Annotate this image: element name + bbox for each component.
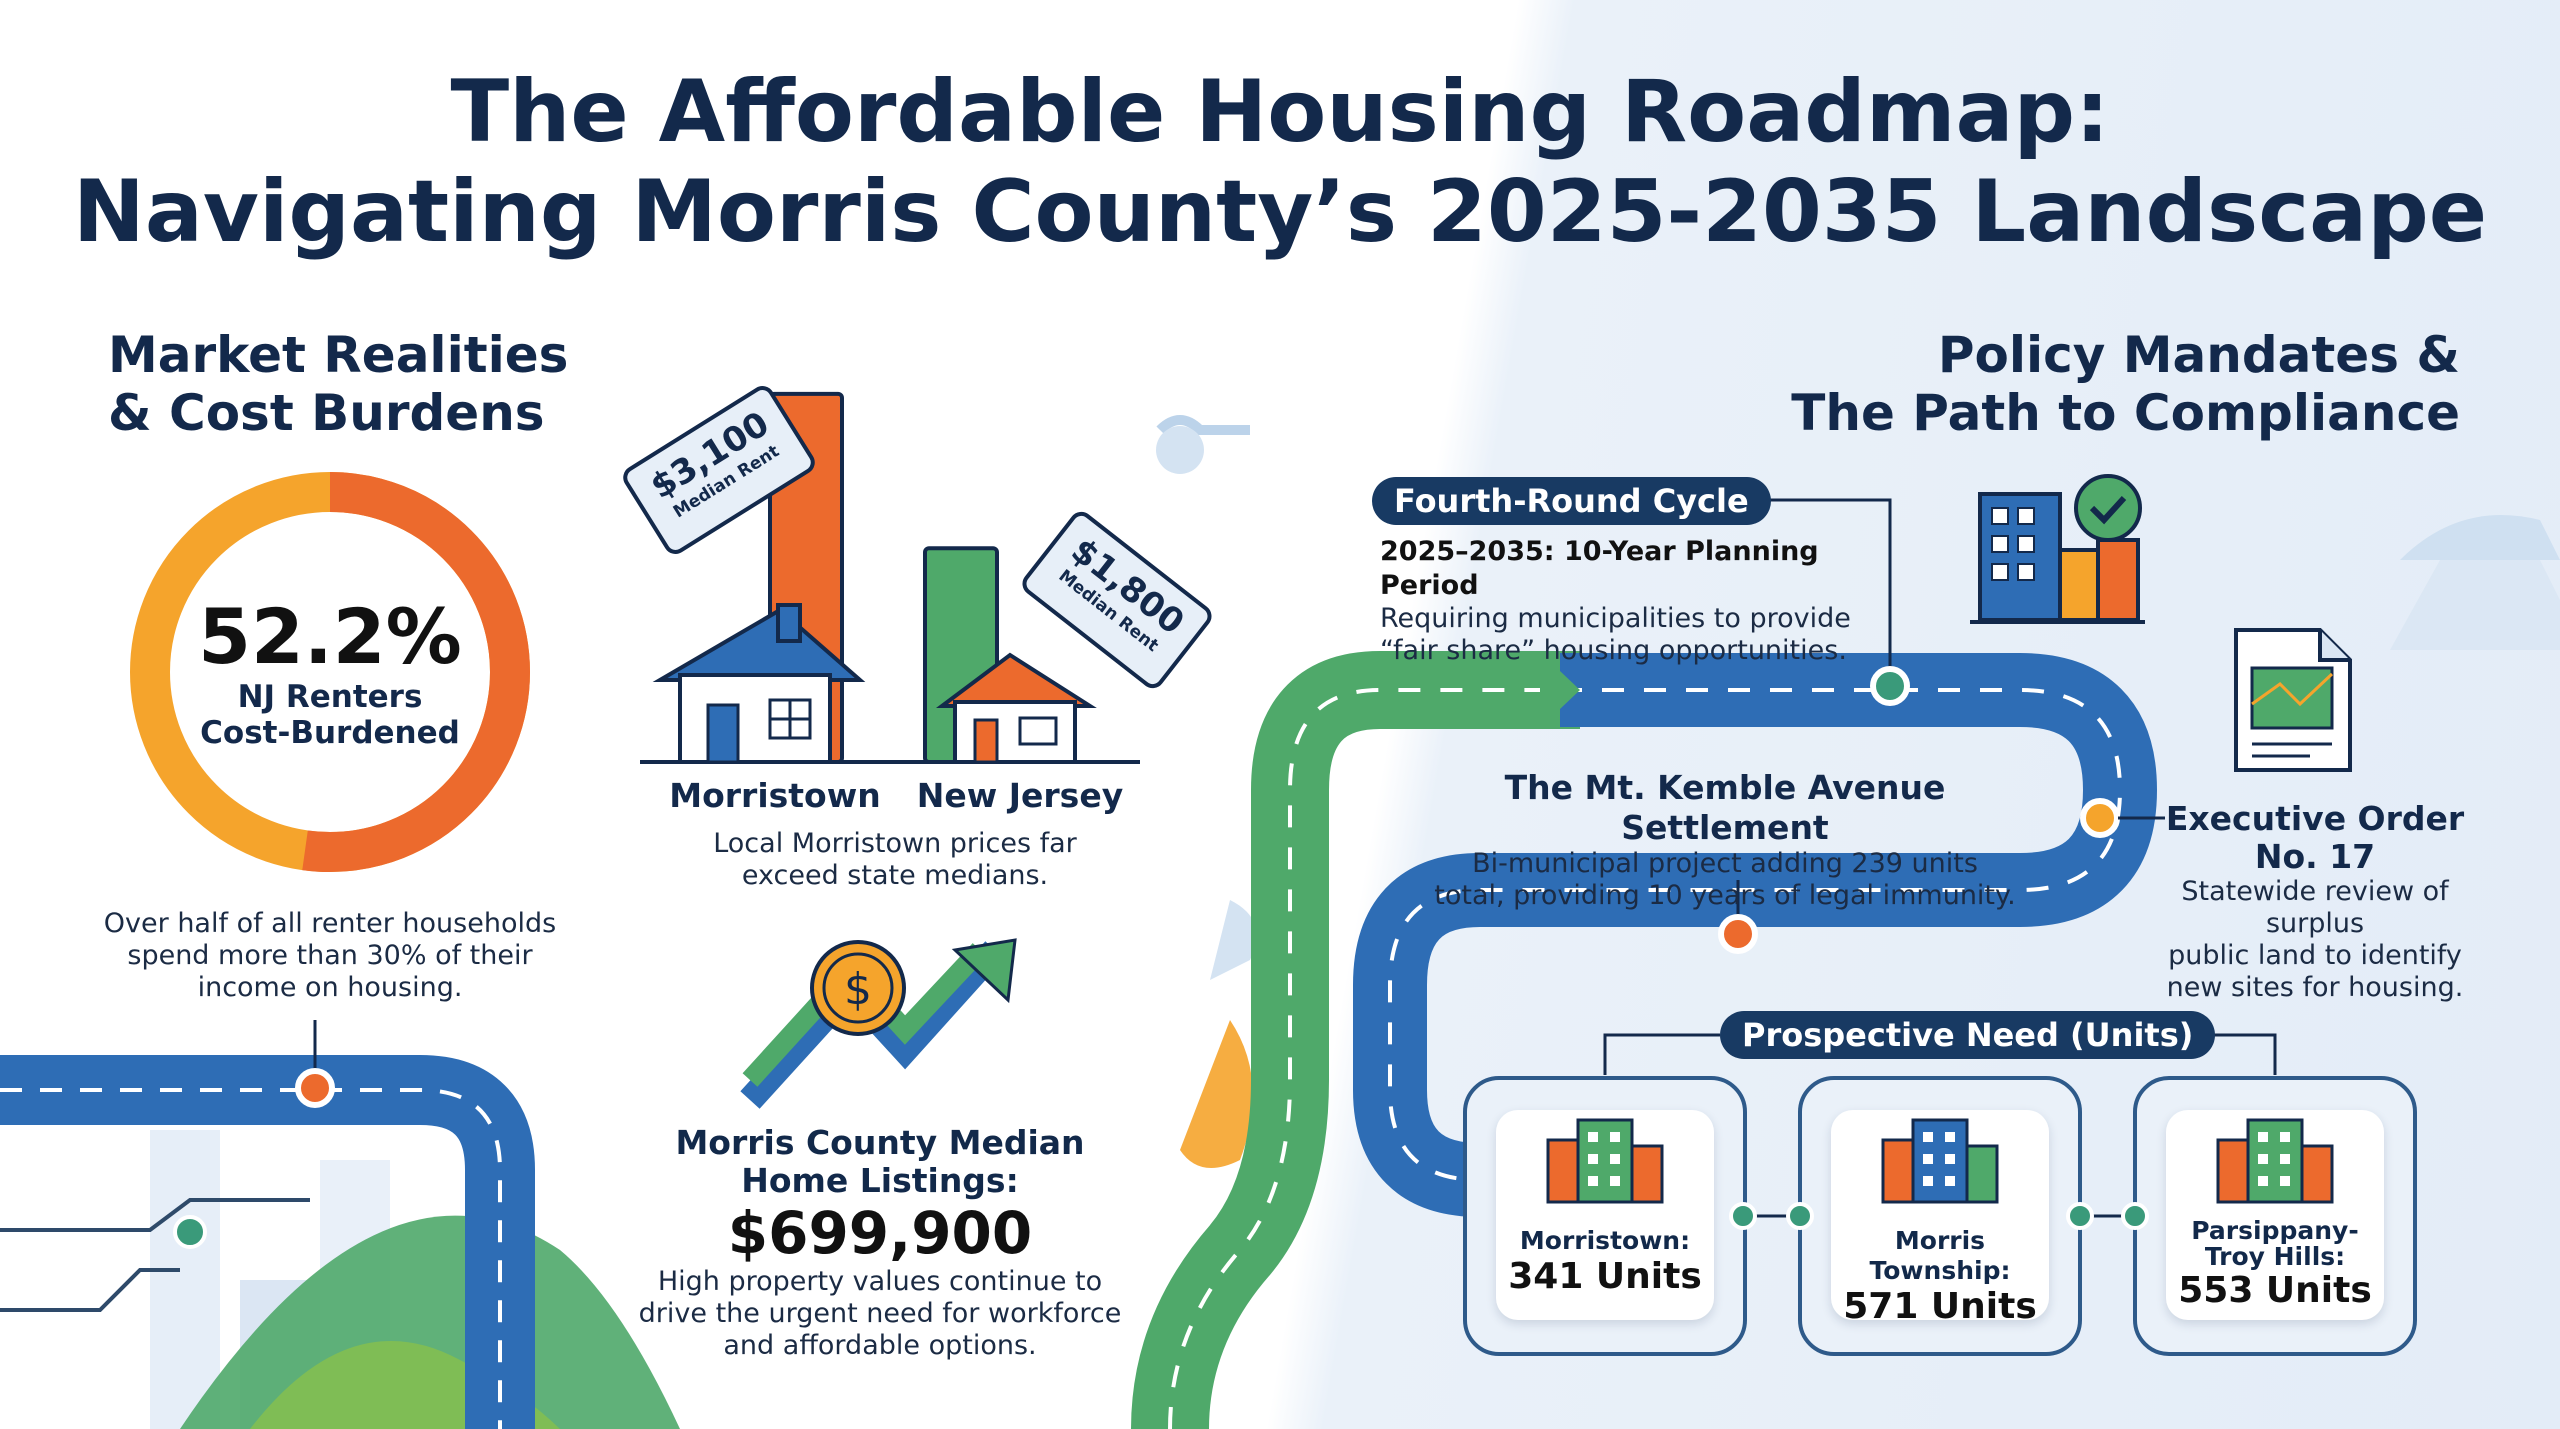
home-listings-block: Morris County Median Home Listings: $699… xyxy=(640,1123,1120,1267)
donut-label: 52.2% NJ Renters Cost-Burdened xyxy=(128,592,532,752)
rent-comparison-chart xyxy=(640,391,1140,764)
bg-shape xyxy=(1210,900,1257,980)
settlement-block: The Mt. Kemble Avenue Settlement Bi-muni… xyxy=(1420,768,2030,912)
heading-line: Policy Mandates & xyxy=(1937,326,2460,384)
executive-order-title: No. 17 xyxy=(2254,837,2376,876)
left-road-dashes xyxy=(0,1088,502,1429)
need-card-morristown: Morristown: 341 Units xyxy=(1496,1110,1714,1320)
bg-hex-shape xyxy=(2390,560,2560,650)
card-units: 571 Units xyxy=(1843,1286,2037,1327)
building-icon xyxy=(1546,1118,1664,1204)
blue-road-dashes xyxy=(1388,688,2123,1182)
fourth-round-cycle-pill: Fourth-Round Cycle xyxy=(1372,477,1771,525)
card-label: Troy Hills: xyxy=(2204,1242,2346,1271)
heading-line: Market Realities xyxy=(108,326,569,384)
bg-shape xyxy=(1180,1020,1253,1168)
executive-order-block: Executive Order No. 17 Statewide review … xyxy=(2130,800,2500,1004)
donut-caption-1: NJ Renters xyxy=(237,679,423,715)
svg-text:$: $ xyxy=(844,964,872,1015)
milestone-dot-icon xyxy=(1718,914,1758,954)
road-merge-arrow-icon xyxy=(1540,652,1580,728)
rent-note: Local Morristown prices far exceed state… xyxy=(713,828,1077,891)
home-listings-heading: Home Listings: xyxy=(741,1161,1019,1200)
need-card-morris-township: Morris Township: 571 Units xyxy=(1831,1110,2049,1327)
connector-dot-icon xyxy=(1786,1202,1814,1230)
compliant-buildings-icon xyxy=(1970,474,2145,624)
donut-ring-burdened xyxy=(130,472,530,872)
card-label: Parsippany- xyxy=(2191,1216,2359,1245)
card-units: 341 Units xyxy=(1508,1256,1702,1297)
house-icon xyxy=(652,603,866,764)
building-icon xyxy=(2216,1118,2334,1204)
donut-center xyxy=(172,514,488,830)
prospective-need-pill: Prospective Need (Units) xyxy=(1720,1011,2216,1059)
connector-dot-icon xyxy=(2066,1202,2094,1230)
building-icon xyxy=(1881,1118,1999,1204)
bg-building-shape xyxy=(150,1130,220,1429)
circuit-line xyxy=(0,1198,310,1232)
donut-caption-2: Cost-Burdened xyxy=(200,715,460,751)
connector-dot-icon xyxy=(1729,1202,1757,1230)
circuit-line xyxy=(0,1268,180,1312)
home-listings-value: $699,900 xyxy=(727,1199,1033,1267)
checkmark-icon xyxy=(2074,474,2142,542)
bg-cloud-shape xyxy=(1156,426,1204,474)
arrow-up-icon xyxy=(951,938,1017,1004)
cost-burden-donut-chart xyxy=(130,472,530,872)
heading-line: & Cost Burdens xyxy=(108,384,545,442)
milestone-dot-icon xyxy=(1870,666,1910,706)
label-morristown: Morristown xyxy=(669,776,881,815)
settlement-title: The Mt. Kemble Avenue Settlement xyxy=(1504,768,1946,847)
market-realities-heading: Market Realities & Cost Burdens xyxy=(108,326,568,442)
need-card-parsippany: Parsippany- Troy Hills: 553 Units xyxy=(2166,1110,2384,1320)
bg-cloud-shape xyxy=(1156,415,1250,435)
milestone-dot-icon xyxy=(2080,798,2120,838)
donut-value: 52.2% xyxy=(198,592,462,681)
milestone-dot-icon xyxy=(295,1068,335,1108)
bg-cloud-shape xyxy=(2400,515,2560,560)
policy-heading: Policy Mandates & The Path to Compliance xyxy=(1780,326,2460,442)
cycle-period: 2025–2035: 10-Year Planning Period xyxy=(1380,536,1819,601)
connector-dot-icon xyxy=(2121,1202,2149,1230)
cycle-details: 2025–2035: 10-Year Planning Period Requi… xyxy=(1380,535,1900,667)
donut-note: Over half of all renter households spend… xyxy=(103,908,557,1003)
green-road-dashes xyxy=(1168,688,1580,1429)
page-title: The Affordable Housing Roadmap: Navigati… xyxy=(0,62,2560,262)
title-line-1: The Affordable Housing Roadmap: xyxy=(450,62,2110,162)
home-listings-heading: Morris County Median xyxy=(675,1123,1085,1162)
label-new-jersey: New Jersey xyxy=(916,776,1124,815)
rising-value-graphic: $ xyxy=(740,938,1017,1109)
card-label: Morristown: xyxy=(1519,1226,1691,1255)
title-line-2: Navigating Morris County’s 2025-2035 Lan… xyxy=(72,162,2488,262)
house-icon xyxy=(936,652,1097,764)
circuit-node-icon xyxy=(173,1215,207,1249)
land-map-document-icon xyxy=(2234,628,2352,772)
card-units: 553 Units xyxy=(2178,1270,2372,1311)
executive-order-title: Executive Order xyxy=(2165,799,2465,838)
home-listings-note: High property values continue to drive t… xyxy=(638,1266,1122,1361)
card-label: Morris Township: xyxy=(1869,1226,2011,1285)
heading-line: The Path to Compliance xyxy=(1791,384,2460,442)
